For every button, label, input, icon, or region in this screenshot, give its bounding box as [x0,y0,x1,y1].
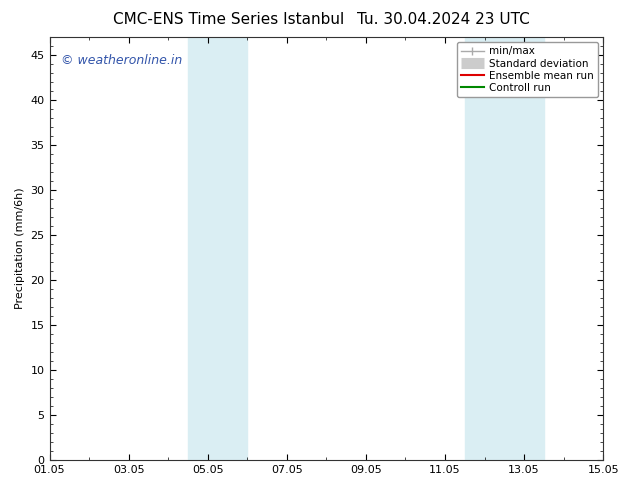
Text: Tu. 30.04.2024 23 UTC: Tu. 30.04.2024 23 UTC [358,12,530,27]
Legend: min/max, Standard deviation, Ensemble mean run, Controll run: min/max, Standard deviation, Ensemble me… [456,42,598,97]
Y-axis label: Precipitation (mm/6h): Precipitation (mm/6h) [15,188,25,309]
Text: © weatheronline.in: © weatheronline.in [61,54,182,67]
Bar [188,37,247,460]
Text: CMC-ENS Time Series Istanbul: CMC-ENS Time Series Istanbul [113,12,344,27]
Bar [465,37,544,460]
